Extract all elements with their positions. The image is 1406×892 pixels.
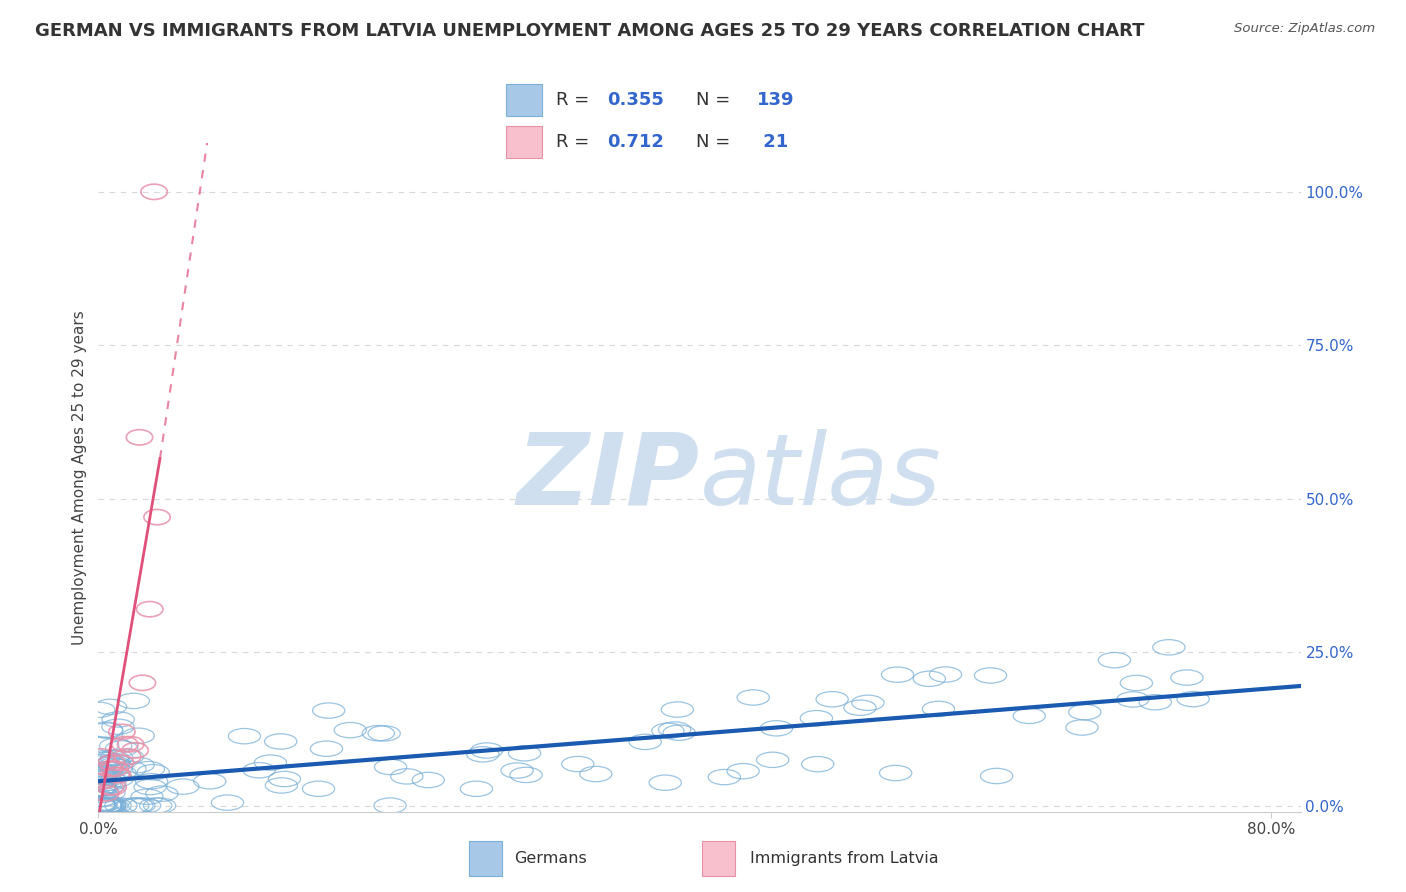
Text: R =: R =: [557, 133, 596, 151]
Text: Source: ZipAtlas.com: Source: ZipAtlas.com: [1234, 22, 1375, 36]
Text: GERMAN VS IMMIGRANTS FROM LATVIA UNEMPLOYMENT AMONG AGES 25 TO 29 YEARS CORRELAT: GERMAN VS IMMIGRANTS FROM LATVIA UNEMPLO…: [35, 22, 1144, 40]
Y-axis label: Unemployment Among Ages 25 to 29 years: Unemployment Among Ages 25 to 29 years: [72, 310, 87, 645]
FancyBboxPatch shape: [702, 841, 735, 876]
Text: N =: N =: [696, 91, 737, 109]
Text: 0.712: 0.712: [607, 133, 664, 151]
Text: N =: N =: [696, 133, 737, 151]
Text: 139: 139: [758, 91, 794, 109]
FancyBboxPatch shape: [506, 126, 543, 158]
FancyBboxPatch shape: [470, 841, 502, 876]
Text: Immigrants from Latvia: Immigrants from Latvia: [749, 851, 939, 866]
Text: atlas: atlas: [700, 429, 941, 525]
Text: ZIP: ZIP: [516, 429, 700, 525]
Text: Germans: Germans: [515, 851, 588, 866]
Text: 21: 21: [758, 133, 789, 151]
Text: R =: R =: [557, 91, 596, 109]
FancyBboxPatch shape: [506, 84, 543, 116]
Text: 0.355: 0.355: [607, 91, 664, 109]
